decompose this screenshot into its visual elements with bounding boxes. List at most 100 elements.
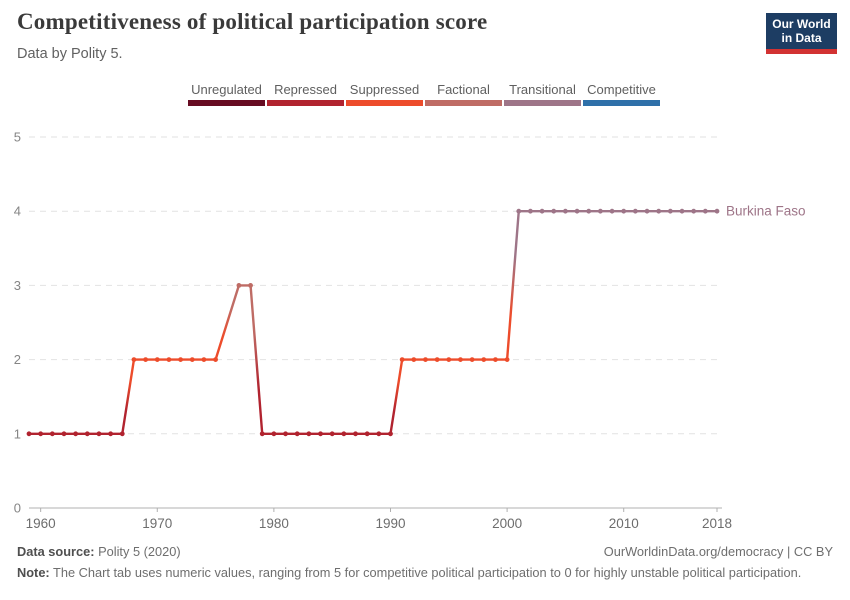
data-point-1978[interactable] [248,283,253,288]
data-point-2005[interactable] [563,208,568,214]
series-segment[interactable] [249,284,264,435]
data-point-1970[interactable] [154,357,160,362]
legend-label: Repressed [274,82,337,97]
data-point-1988[interactable] [364,431,370,437]
data-point-2010[interactable] [621,208,627,214]
legend-label: Transitional [509,82,576,97]
data-point-2003[interactable] [539,208,545,214]
legend-item-unregulated[interactable]: Unregulated [188,82,265,106]
data-point-1984[interactable] [318,431,323,437]
data-point-2013[interactable] [656,208,662,214]
data-point-1981[interactable] [283,431,288,437]
data-point-1977[interactable] [236,283,242,288]
legend-item-factional[interactable]: Factional [425,82,502,106]
data-source: Data source: Polity 5 (2020) [17,543,181,560]
owid-logo-accent-bar [766,49,837,54]
chart-subtitle: Data by Polity 5. [17,46,123,62]
series-segment[interactable] [214,284,241,361]
data-point-2008[interactable] [597,208,603,214]
data-point-1999[interactable] [493,357,498,362]
data-point-1979[interactable] [259,431,265,437]
attribution-link[interactable]: OurWorldinData.org/democracy | CC BY [603,544,833,559]
data-point-1998[interactable] [481,357,487,362]
data-point-1990[interactable] [388,431,393,437]
chart-title: Competitiveness of political participati… [17,9,488,34]
data-point-1992[interactable] [411,357,417,362]
data-point-1991[interactable] [399,357,405,362]
legend-item-suppressed[interactable]: Suppressed [346,82,423,106]
data-point-2006[interactable] [574,208,580,214]
data-point-1965[interactable] [96,431,102,437]
data-point-2015[interactable] [679,208,685,214]
data-point-1986[interactable] [341,431,347,437]
x-tick-label: 2018 [702,516,732,531]
legend-item-repressed[interactable]: Repressed [267,82,344,106]
data-point-1982[interactable] [294,431,300,437]
data-point-1959[interactable] [26,431,32,437]
data-point-1996[interactable] [458,357,463,362]
data-point-2011[interactable] [632,208,638,214]
legend-label: Unregulated [191,82,262,97]
data-point-1972[interactable] [178,357,183,362]
data-point-2016[interactable] [691,208,697,214]
data-point-2014[interactable] [667,208,673,214]
data-point-1983[interactable] [306,431,312,437]
data-point-1995[interactable] [446,357,452,362]
legend-item-transitional[interactable]: Transitional [504,82,581,106]
data-point-1993[interactable] [423,357,428,362]
data-point-2004[interactable] [551,208,557,214]
footer: Data source: Polity 5 (2020) OurWorldinD… [17,543,833,582]
legend-label: Factional [437,82,490,97]
data-point-1987[interactable] [353,431,358,437]
data-point-1974[interactable] [201,357,207,362]
legend-swatch [583,100,660,106]
legend-swatch [188,100,265,106]
owid-logo[interactable]: Our World in Data [766,13,837,54]
data-source-label: Data source: [17,544,95,559]
legend-item-competitive[interactable]: Competitive [583,82,660,106]
legend-label: Suppressed [349,82,420,97]
legend-swatch [425,100,502,106]
data-point-1967[interactable] [119,431,125,437]
data-point-2017[interactable] [702,208,708,214]
series-segment[interactable] [121,358,136,435]
x-tick-label: 1980 [259,516,289,531]
data-point-1960[interactable] [38,431,44,437]
series-segment[interactable] [505,209,520,361]
data-point-1973[interactable] [189,357,195,362]
x-tick-label: 2010 [609,516,639,531]
data-point-2012[interactable] [644,208,650,214]
data-point-1975[interactable] [213,357,218,362]
legend-swatch [504,100,581,106]
data-point-1961[interactable] [49,431,55,437]
data-point-2002[interactable] [528,208,533,214]
legend-label: Competitive [587,82,656,97]
footer-note: Note: The Chart tab uses numeric values,… [17,564,833,581]
data-point-2018[interactable] [714,208,720,214]
owid-logo-box: Our World in Data [766,13,837,49]
y-tick-label: 4 [14,204,21,219]
data-point-1989[interactable] [376,431,382,437]
data-point-1963[interactable] [73,431,79,437]
series-segment[interactable] [389,358,404,435]
y-tick-label: 2 [14,352,21,367]
data-point-2007[interactable] [586,208,592,214]
legend-swatch [267,100,344,106]
data-point-1969[interactable] [143,357,149,362]
data-point-2009[interactable] [609,208,615,214]
y-tick-label: 1 [14,426,21,441]
series-burkina-faso[interactable] [26,208,720,437]
data-point-1994[interactable] [434,357,440,362]
data-point-1968[interactable] [131,357,137,362]
line-chart: 1960 1970 1980 1990 2000 2010 2018 0 1 2 3 4 5 Burkin… [14,130,806,532]
data-point-1964[interactable] [84,431,90,437]
data-point-1962[interactable] [61,431,67,437]
data-point-1980[interactable] [271,431,277,437]
data-point-1971[interactable] [166,357,172,362]
data-point-2001[interactable] [516,208,522,214]
data-point-2000[interactable] [504,357,510,362]
data-point-1985[interactable] [329,431,335,437]
data-point-1997[interactable] [469,357,475,362]
data-point-1966[interactable] [108,431,114,437]
series-label[interactable]: Burkina Faso [726,204,806,219]
